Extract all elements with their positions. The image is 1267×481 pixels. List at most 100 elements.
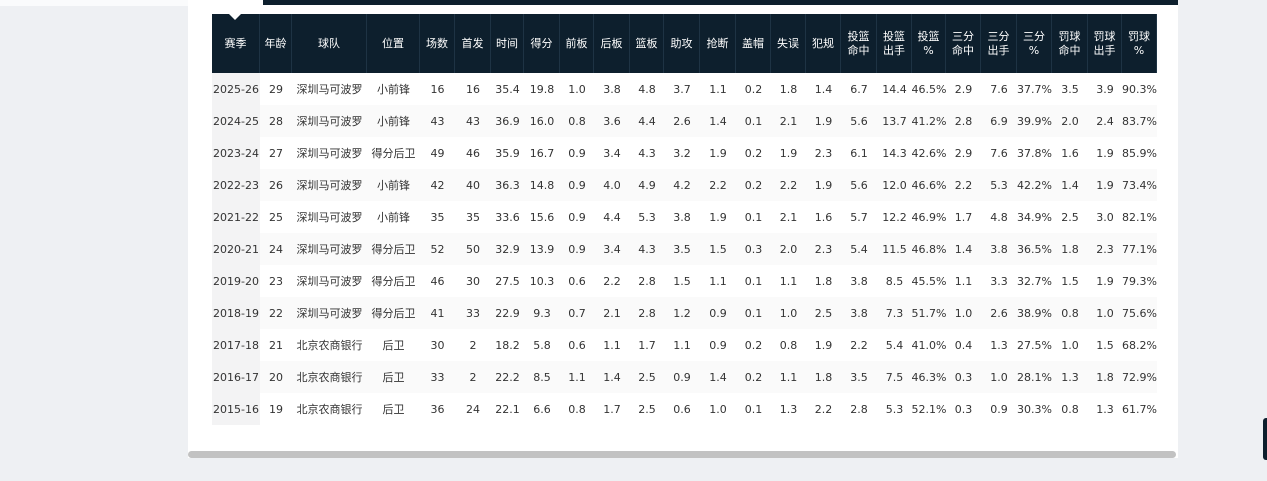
table-cell: 1.8 <box>1052 233 1088 265</box>
table-cell: 1.3 <box>779 402 798 416</box>
table-cell: 16.7 <box>529 146 555 160</box>
table-cell: 0.6 <box>568 338 586 352</box>
table-cell: 6.6 <box>533 402 551 416</box>
table-cell: 29 <box>269 82 283 96</box>
column-header[interactable]: 罚球% <box>1122 14 1157 73</box>
column-header[interactable]: 篮板 <box>630 14 664 73</box>
table-cell: 1.8 <box>779 82 798 96</box>
table-cell: 1.9 <box>1088 169 1122 201</box>
column-header[interactable]: 投篮 出手 <box>877 14 912 73</box>
header-text: % <box>923 43 934 57</box>
column-header[interactable]: 盖帽 <box>736 14 771 73</box>
table-cell: 1.0 <box>1061 338 1079 352</box>
table-cell: 1.9 <box>1096 146 1114 160</box>
table-cell: 41.2% <box>912 105 946 137</box>
column-header[interactable]: 罚球 出手 <box>1088 14 1122 73</box>
column-header[interactable]: 犯规 <box>806 14 841 73</box>
table-cell: 2.8 <box>638 274 656 288</box>
table-cell: 2.8 <box>946 105 981 137</box>
column-header[interactable]: 首发 <box>455 14 491 73</box>
table-cell: 3.6 <box>594 105 630 137</box>
header-text: 盖帽 <box>742 36 764 50</box>
table-cell: 2.1 <box>594 297 630 329</box>
table-cell: 深圳马可波罗 <box>296 211 363 224</box>
side-tab[interactable] <box>1263 418 1267 460</box>
header-text: 出手 <box>883 43 905 57</box>
column-header[interactable]: 场数 <box>420 14 455 73</box>
table-cell: 2.2 <box>946 169 981 201</box>
table-cell: 22.1 <box>495 402 520 416</box>
table-cell: 4.4 <box>603 210 621 224</box>
table-cell: 22.2 <box>491 361 524 393</box>
table-cell: 深圳马可波罗 <box>296 83 363 96</box>
column-header[interactable]: 三分 出手 <box>981 14 1017 73</box>
column-header[interactable]: 失误 <box>771 14 806 73</box>
header-text: 三分 <box>952 29 974 43</box>
column-header[interactable]: 年龄 <box>260 14 292 73</box>
table-cell: 1.8 <box>1088 361 1122 393</box>
table-cell: 42.2% <box>1017 169 1052 201</box>
table-cell: 小前锋 <box>367 169 420 201</box>
table-cell: 49 <box>430 146 445 160</box>
table-cell: 0.1 <box>744 274 763 288</box>
table-cell: 0.8 <box>779 338 798 352</box>
table-cell: 小前锋 <box>377 211 410 224</box>
table-cell: 14.4 <box>882 82 907 96</box>
table-cell: 深圳马可波罗 <box>292 169 367 201</box>
table-cell: 26 <box>260 169 292 201</box>
column-header[interactable]: 位置 <box>367 14 420 73</box>
table-cell: 0.3 <box>946 361 981 393</box>
table-cell: 38.9% <box>1017 297 1052 329</box>
column-header[interactable]: 助攻 <box>664 14 700 73</box>
column-header[interactable]: 球队 <box>292 14 367 73</box>
scrollbar[interactable] <box>188 451 1176 458</box>
table-cell: 46 <box>466 146 480 160</box>
header-text: 助攻 <box>670 36 693 50</box>
table-cell: 后卫 <box>382 403 405 416</box>
table-cell: 83.7% <box>1122 105 1157 137</box>
table-cell: 30 <box>466 274 480 288</box>
column-header[interactable]: 时间 <box>491 14 524 73</box>
table-cell: 27.5 <box>495 274 520 288</box>
column-header[interactable]: 得分 <box>524 14 560 73</box>
column-header[interactable]: 三分% <box>1017 14 1052 73</box>
table-cell: 5.3 <box>981 169 1017 201</box>
table-cell: 3.9 <box>1096 82 1114 96</box>
table-cell: 51.7% <box>912 297 946 329</box>
table-cell: 42 <box>420 169 455 201</box>
table-cell: 0.2 <box>744 82 763 96</box>
table-cell: 3.7 <box>673 82 691 96</box>
header-text: 位置 <box>382 36 404 50</box>
table-cell: 7.6 <box>990 146 1008 160</box>
column-header[interactable]: 前板 <box>560 14 594 73</box>
table-cell: 1.1 <box>603 338 621 352</box>
column-header[interactable]: 投篮 命中 <box>841 14 877 73</box>
table-cell: 28 <box>260 105 292 137</box>
table-cell: 42.6% <box>911 146 947 160</box>
table-cell: 15.6 <box>529 210 555 224</box>
table-cell: 得分后卫 <box>371 275 416 288</box>
table-cell: 1.4 <box>594 361 630 393</box>
table-cell: 1.5 <box>1061 274 1079 288</box>
table-cell: 25 <box>269 210 283 224</box>
table-cell: 1.6 <box>1061 146 1079 160</box>
column-header[interactable]: 抢断 <box>700 14 736 73</box>
table-cell: 4.3 <box>638 146 656 160</box>
column-header[interactable]: 三分 命中 <box>946 14 981 73</box>
column-header[interactable]: 投篮% <box>912 14 946 73</box>
table-cell: 1.3 <box>1096 402 1114 416</box>
table-cell: 4.8 <box>638 82 656 96</box>
table-cell: 2.5 <box>630 361 664 393</box>
table-cell: 1.4 <box>814 82 833 96</box>
table-cell: 2025-26 <box>212 73 260 105</box>
column-header[interactable]: 赛季 <box>212 14 260 73</box>
table-cell: 2.2 <box>771 169 806 201</box>
column-header[interactable]: 罚球 命中 <box>1052 14 1088 73</box>
header-text: 三分 <box>987 29 1010 43</box>
table-cell: 37.7% <box>1017 82 1052 96</box>
table-cell: 79.3% <box>1122 274 1157 288</box>
table-cell: 1.2 <box>664 297 700 329</box>
column-header[interactable]: 后板 <box>594 14 630 73</box>
table-cell: 4.3 <box>630 233 664 265</box>
